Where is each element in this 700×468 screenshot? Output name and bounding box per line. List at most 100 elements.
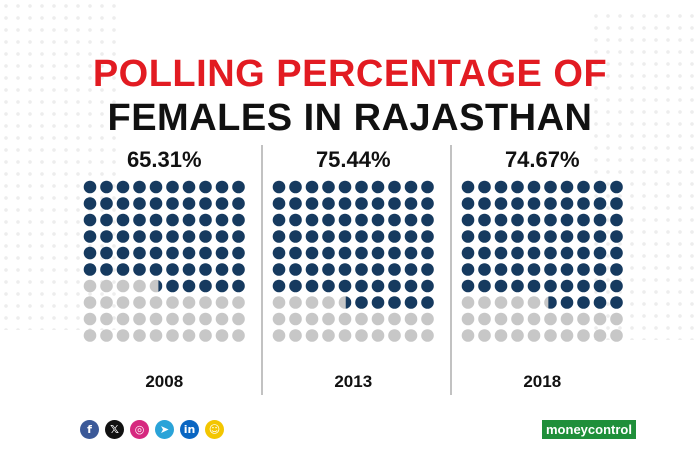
waffle-dot bbox=[404, 230, 418, 243]
waffle-dot bbox=[149, 230, 163, 243]
waffle-dot bbox=[83, 246, 97, 260]
waffle-dot bbox=[305, 296, 319, 309]
waffle-dot bbox=[215, 312, 229, 326]
waffle-dot bbox=[478, 329, 491, 342]
waffle-dot bbox=[527, 279, 541, 293]
waffle-dot bbox=[83, 197, 97, 210]
x-icon[interactable]: 𝕏 bbox=[105, 420, 124, 439]
waffle-dot bbox=[593, 263, 607, 276]
waffle-dot bbox=[199, 279, 212, 293]
waffle-dot bbox=[322, 296, 335, 309]
waffle-dot bbox=[371, 296, 385, 309]
waffle-dot bbox=[133, 296, 146, 309]
waffle-dot bbox=[593, 279, 607, 293]
waffle-dot bbox=[610, 230, 623, 243]
waffle-dot bbox=[388, 246, 401, 260]
waffle-dot bbox=[544, 213, 557, 227]
facebook-icon[interactable]: f bbox=[80, 420, 99, 439]
waffle-dot bbox=[232, 230, 245, 243]
waffle-dot bbox=[133, 246, 146, 260]
waffle-dot bbox=[100, 329, 113, 342]
waffle-dot bbox=[272, 180, 286, 194]
waffle-dot bbox=[83, 180, 97, 194]
waffle-dot bbox=[182, 296, 196, 309]
snapchat-icon[interactable]: ☺ bbox=[205, 420, 224, 439]
waffle-dot bbox=[544, 246, 557, 260]
waffle-dot bbox=[461, 230, 475, 243]
waffle-dot bbox=[289, 279, 302, 293]
waffle-dot bbox=[511, 263, 524, 276]
waffle-dot bbox=[289, 180, 302, 194]
waffle-dot bbox=[149, 329, 163, 342]
waffle-dot bbox=[83, 279, 97, 293]
waffle-dot bbox=[421, 329, 434, 342]
waffle-dot bbox=[83, 296, 97, 309]
waffle-dot bbox=[272, 213, 286, 227]
waffle-dot bbox=[527, 246, 541, 260]
waffle-dot bbox=[371, 279, 385, 293]
waffle-dot bbox=[421, 312, 434, 326]
waffle-dot bbox=[232, 296, 245, 309]
waffle-dot bbox=[322, 263, 335, 276]
waffle-dot bbox=[355, 180, 368, 194]
waffle-dot bbox=[338, 230, 352, 243]
waffle-dot bbox=[511, 197, 524, 210]
value-label: 74.67% bbox=[505, 147, 580, 172]
waffle-dot bbox=[182, 329, 196, 342]
waffle-dot bbox=[182, 230, 196, 243]
waffle-dot bbox=[149, 263, 163, 276]
waffle-dot bbox=[83, 213, 97, 227]
waffle-dot bbox=[305, 312, 319, 326]
waffle-dot bbox=[133, 180, 146, 194]
waffle-dot bbox=[338, 246, 352, 260]
waffle-dot bbox=[215, 230, 229, 243]
waffle-dot bbox=[199, 296, 212, 309]
waffle-dot bbox=[421, 180, 434, 194]
waffle-dot bbox=[461, 296, 475, 309]
waffle-dot bbox=[100, 230, 113, 243]
waffle-dot bbox=[215, 180, 229, 194]
waffle-dot bbox=[577, 230, 590, 243]
waffle-dot bbox=[544, 180, 557, 194]
waffle-dot bbox=[388, 279, 401, 293]
linkedin-icon[interactable]: in bbox=[180, 420, 199, 439]
waffle-dot bbox=[355, 296, 368, 309]
waffle-dot bbox=[544, 312, 557, 326]
waffle-dot bbox=[289, 263, 302, 276]
waffle-dot bbox=[371, 197, 385, 210]
waffle-dot bbox=[527, 197, 541, 210]
waffle-dot bbox=[404, 329, 418, 342]
waffle-dot bbox=[272, 279, 286, 293]
waffle-dot bbox=[527, 180, 541, 194]
waffle-dot bbox=[577, 296, 590, 309]
waffle-dot bbox=[322, 230, 335, 243]
waffle-dot bbox=[116, 180, 130, 194]
waffle-dot bbox=[133, 197, 146, 210]
instagram-icon[interactable]: ◎ bbox=[130, 420, 149, 439]
waffle-dot bbox=[149, 246, 163, 260]
waffle-dot bbox=[166, 246, 179, 260]
waffle-dot bbox=[511, 312, 524, 326]
waffle-dot bbox=[199, 230, 212, 243]
waffle-dot bbox=[511, 296, 524, 309]
waffle-dot bbox=[215, 329, 229, 342]
waffle-dot bbox=[511, 213, 524, 227]
waffle-dot bbox=[133, 279, 146, 293]
waffle-dot bbox=[610, 197, 623, 210]
waffle-dot bbox=[149, 180, 163, 194]
value-label: 75.44% bbox=[316, 147, 391, 172]
waffle-dot bbox=[560, 197, 574, 210]
waffle-dot bbox=[338, 263, 352, 276]
waffle-dot bbox=[215, 296, 229, 309]
waffle-dot bbox=[232, 263, 245, 276]
waffle-dot bbox=[577, 180, 590, 194]
waffle-dot bbox=[232, 279, 245, 293]
telegram-icon[interactable]: ➤ bbox=[155, 420, 174, 439]
waffle-dot bbox=[593, 329, 607, 342]
waffle-dot bbox=[166, 279, 179, 293]
waffle-dot bbox=[461, 329, 475, 342]
chart-title: POLLING PERCENTAGE OF FEMALES IN RAJASTH… bbox=[0, 52, 700, 140]
waffle-dot-partial bbox=[158, 280, 163, 292]
waffle-dot bbox=[182, 180, 196, 194]
